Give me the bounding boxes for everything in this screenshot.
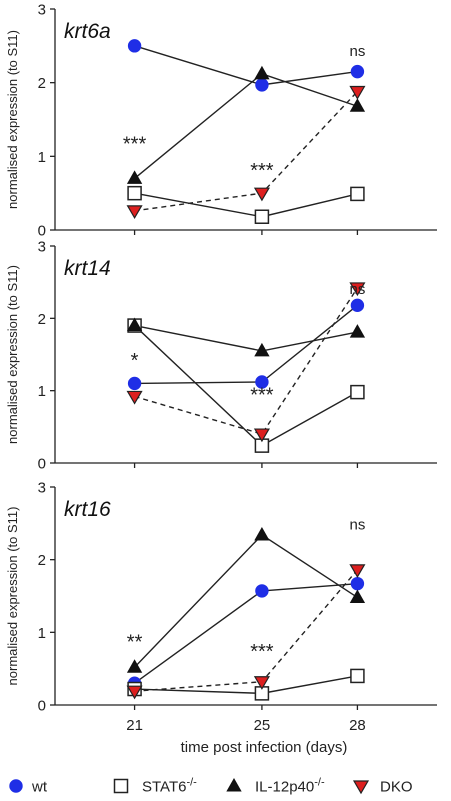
series-line-wt xyxy=(134,304,358,385)
data-point-il12p40 xyxy=(254,65,270,80)
series-line-stat6 xyxy=(134,192,358,218)
data-point-dko xyxy=(126,685,143,700)
data-point-dko xyxy=(349,564,366,579)
y-tick-label: 1 xyxy=(38,625,46,642)
y-tick-label: 1 xyxy=(38,149,46,166)
significance-label: ns xyxy=(349,281,365,298)
series-line-il12p40 xyxy=(134,534,358,668)
legend-item-wt: wt xyxy=(9,779,48,796)
data-point-dko xyxy=(349,85,366,100)
series-line-wt xyxy=(134,45,358,86)
data-point-wt xyxy=(127,376,142,391)
data-point-dko xyxy=(126,390,143,405)
significance-label: ns xyxy=(349,517,365,534)
series-line-stat6 xyxy=(134,675,358,695)
data-point-stat6 xyxy=(350,384,365,400)
panel-title: krt6a xyxy=(64,20,111,43)
y-tick-label: 2 xyxy=(38,311,46,328)
panel-2: 0 1 2 3 normalised expression (to S11) krt14 *… xyxy=(5,239,437,473)
data-point-il12p40 xyxy=(126,170,143,184)
legend-marker xyxy=(113,778,129,794)
data-point-wt xyxy=(255,78,269,92)
y-tick-label: 2 xyxy=(38,552,46,569)
data-point-dko xyxy=(253,676,270,690)
panel-3: 0 1 2 3 21 25 28 normalised expression (to S11)… xyxy=(5,480,437,756)
data-point-wt xyxy=(350,576,365,591)
data-point-il12p40 xyxy=(254,342,270,357)
data-point-stat6 xyxy=(127,185,142,201)
panel-1: 0 1 2 3 normalised expression (to S11) krt6a *… xyxy=(5,2,437,240)
data-point-dko xyxy=(253,428,270,443)
y-axis-label: normalised expression (to S11) xyxy=(5,507,20,686)
data-point-stat6 xyxy=(350,186,365,202)
data-point-il12p40 xyxy=(254,526,270,541)
data-point-il12p40 xyxy=(349,98,366,112)
data-point-wt xyxy=(350,298,365,313)
data-point-stat6 xyxy=(254,209,270,224)
data-point-il12p40 xyxy=(126,659,143,673)
legend-label: DKO xyxy=(380,779,413,796)
significance-label: * xyxy=(131,350,139,372)
panel-title: krt14 xyxy=(64,257,111,280)
legend-label: STAT6-/- xyxy=(142,777,197,796)
significance-label: *** xyxy=(250,641,274,663)
y-tick-label: 1 xyxy=(38,383,46,400)
significance-label: ** xyxy=(127,632,143,654)
data-point-wt xyxy=(255,375,269,389)
x-axis-label: time post infection (days) xyxy=(181,739,348,756)
legend-item-stat6: STAT6-/- xyxy=(113,777,197,796)
x-tick-label: 21 xyxy=(126,717,143,734)
x-tick-label: 25 xyxy=(254,717,271,734)
data-point-wt xyxy=(255,584,269,598)
data-point-il12p40 xyxy=(349,589,366,603)
y-tick-label: 0 xyxy=(38,223,46,240)
data-point-wt xyxy=(127,39,142,53)
legend-item-dko: DKO xyxy=(352,779,413,796)
data-point-il12p40 xyxy=(126,317,143,332)
y-tick-label: 3 xyxy=(38,480,46,497)
data-point-dko xyxy=(253,187,270,202)
significance-label: *** xyxy=(250,160,274,182)
series-line-dko xyxy=(134,287,359,435)
y-tick-label: 3 xyxy=(38,239,46,256)
legend: wt STAT6-/- IL-12p40-/- DKO xyxy=(9,777,413,796)
panel-title: krt16 xyxy=(64,498,111,521)
data-point-dko xyxy=(349,282,366,297)
significance-label: *** xyxy=(250,385,274,407)
x-tick-label: 28 xyxy=(349,717,366,734)
data-point-il12p40 xyxy=(349,324,366,338)
y-tick-label: 3 xyxy=(38,2,46,19)
data-point-wt xyxy=(350,64,365,79)
y-axis-label: normalised expression (to S11) xyxy=(5,30,20,209)
legend-item-il12p40: IL-12p40-/- xyxy=(226,777,325,796)
legend-label: wt xyxy=(31,779,48,796)
data-point-stat6 xyxy=(350,668,365,684)
series-line-stat6 xyxy=(134,325,358,447)
y-tick-label: 0 xyxy=(38,698,46,715)
legend-marker xyxy=(9,779,23,793)
significance-label: ns xyxy=(349,43,365,60)
y-tick-label: 2 xyxy=(38,75,46,92)
legend-marker xyxy=(352,780,370,795)
y-tick-label: 0 xyxy=(38,456,46,473)
y-axis-label: normalised expression (to S11) xyxy=(5,265,20,444)
legend-label: IL-12p40-/- xyxy=(255,777,325,796)
data-point-dko xyxy=(126,205,143,220)
series-line-dko xyxy=(134,569,358,692)
legend-marker xyxy=(226,777,242,792)
significance-label: *** xyxy=(123,133,147,155)
